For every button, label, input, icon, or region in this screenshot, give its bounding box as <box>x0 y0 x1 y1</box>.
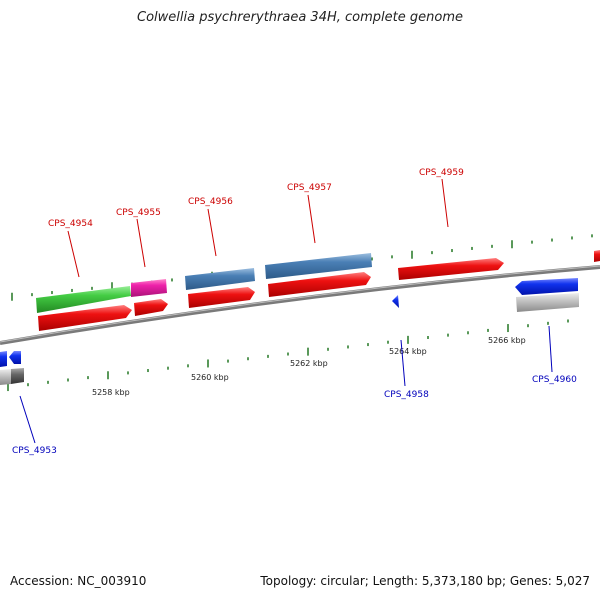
gene-cps-4960[interactable] <box>515 278 578 295</box>
leader-cps-4959 <box>441 178 449 228</box>
leader-cps-4958 <box>400 339 406 387</box>
genome-summary-text: Topology: circular; Length: 5,373,180 bp… <box>260 574 590 588</box>
gene-track-upper <box>36 253 372 313</box>
gene-labels-bottom: CPS_4953 CPS_4958 CPS_4960 <box>12 325 577 456</box>
gene-cps-4957[interactable] <box>265 253 372 279</box>
leader-cps-4954 <box>67 230 80 278</box>
cds-cps-4957[interactable] <box>268 272 371 297</box>
gene-cps-4953-darkgray[interactable] <box>11 368 24 384</box>
gene-track-reverse <box>0 278 579 385</box>
gene-cps-4954[interactable] <box>36 286 131 313</box>
leader-cps-4955 <box>136 218 146 268</box>
gene-cps-4955[interactable] <box>131 279 167 297</box>
cds-track <box>38 250 600 331</box>
coord-label-5266: 5266 kbp <box>488 336 526 345</box>
coord-label-5264: 5264 kbp <box>389 347 427 356</box>
leader-cps-4956 <box>207 208 217 257</box>
leader-cps-4957 <box>307 194 316 244</box>
cds-partial-right[interactable] <box>594 250 600 262</box>
gene-cps-4953-gray[interactable] <box>0 369 11 385</box>
gene-cps-4953[interactable] <box>0 351 7 367</box>
genome-backbone <box>0 265 600 345</box>
label-cps-4953[interactable]: CPS_4953 <box>12 446 57 456</box>
accession-text: Accession: NC_003910 <box>10 574 147 588</box>
gene-cps-4956[interactable] <box>185 268 255 290</box>
label-cps-4958[interactable]: CPS_4958 <box>384 390 429 400</box>
gene-cps-4958[interactable] <box>392 295 399 308</box>
leader-cps-4953 <box>19 395 36 444</box>
genome-backbone-highlight <box>0 265 600 343</box>
cds-cps-4954[interactable] <box>38 305 132 331</box>
gene-cps-4953-arrow[interactable] <box>9 351 21 364</box>
coord-label-5262: 5262 kbp <box>290 359 328 368</box>
coord-label-5260: 5260 kbp <box>191 373 229 382</box>
coordinate-labels: 5258 kbp 5260 kbp 5262 kbp 5264 kbp 5266… <box>92 336 526 397</box>
cds-cps-4959[interactable] <box>398 258 504 280</box>
label-cps-4960[interactable]: CPS_4960 <box>532 375 577 385</box>
leader-cps-4960 <box>548 325 553 373</box>
gene-labels-top: CPS_4954 CPS_4955 CPS_4956 CPS_4957 CPS_… <box>48 168 464 278</box>
gene-cps-4960-gray[interactable] <box>516 293 579 312</box>
label-cps-4956[interactable]: CPS_4956 <box>188 197 233 207</box>
label-cps-4959[interactable]: CPS_4959 <box>419 168 464 178</box>
genome-title: Colwellia psychrerythraea 34H, complete … <box>137 10 463 25</box>
label-cps-4954[interactable]: CPS_4954 <box>48 219 93 229</box>
label-cps-4955[interactable]: CPS_4955 <box>116 208 161 218</box>
coord-label-5258: 5258 kbp <box>92 388 130 397</box>
cds-cps-4956[interactable] <box>188 287 255 308</box>
cds-cps-4955[interactable] <box>134 299 168 316</box>
label-cps-4957[interactable]: CPS_4957 <box>287 183 332 193</box>
